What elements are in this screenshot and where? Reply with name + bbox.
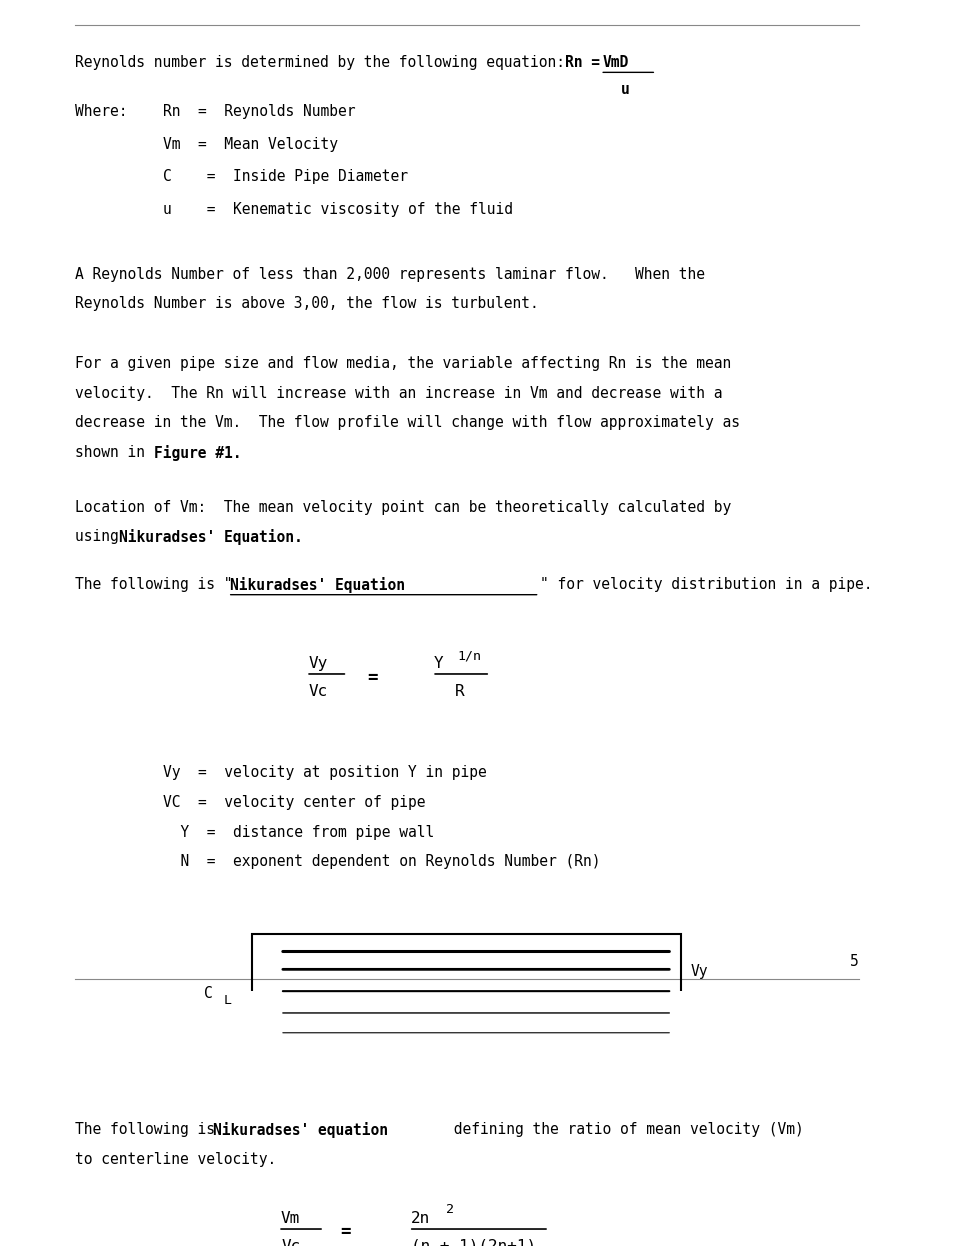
Text: Reynolds Number is above 3,00, the flow is turbulent.: Reynolds Number is above 3,00, the flow …: [74, 297, 537, 312]
Text: Figure #1.: Figure #1.: [153, 445, 241, 461]
Text: Vm  =  Mean Velocity: Vm = Mean Velocity: [163, 137, 338, 152]
Text: Vm: Vm: [280, 1211, 299, 1226]
Text: Nikuradses' equation: Nikuradses' equation: [213, 1121, 388, 1138]
Text: Vy: Vy: [308, 657, 327, 672]
Text: Vc: Vc: [309, 684, 328, 699]
Text: The following is ": The following is ": [74, 577, 232, 592]
Text: 2n: 2n: [411, 1211, 430, 1226]
Text: 2: 2: [446, 1204, 454, 1216]
Text: Vy  =  velocity at position Y in pipe: Vy = velocity at position Y in pipe: [163, 765, 487, 780]
Text: Location of Vm:  The mean velocity point can be theoretically calculated by: Location of Vm: The mean velocity point …: [74, 500, 730, 515]
Text: =: =: [340, 1224, 351, 1241]
Text: C    =  Inside Pipe Diameter: C = Inside Pipe Diameter: [163, 169, 408, 184]
Text: velocity.  The Rn will increase with an increase in Vm and decrease with a: velocity. The Rn will increase with an i…: [74, 385, 721, 400]
Text: Where:: Where:: [74, 105, 127, 120]
Text: Y: Y: [434, 657, 443, 672]
Text: N  =  exponent dependent on Reynolds Number (Rn): N = exponent dependent on Reynolds Numbe…: [163, 855, 600, 870]
Text: u    =  Kenematic viscosity of the fluid: u = Kenematic viscosity of the fluid: [163, 202, 513, 217]
Text: 5: 5: [849, 954, 858, 969]
Text: defining the ratio of mean velocity (Vm): defining the ratio of mean velocity (Vm): [445, 1121, 803, 1138]
Text: VmD: VmD: [601, 55, 628, 70]
Text: Vy: Vy: [690, 964, 707, 979]
Text: shown in: shown in: [74, 445, 153, 460]
Text: The following is: The following is: [74, 1121, 223, 1138]
Text: A Reynolds Number of less than 2,000 represents laminar flow.   When the: A Reynolds Number of less than 2,000 rep…: [74, 267, 704, 282]
Text: =: =: [367, 669, 377, 687]
Text: R: R: [455, 684, 464, 699]
Text: 1/n: 1/n: [456, 649, 481, 662]
Text: Rn  =  Reynolds Number: Rn = Reynolds Number: [163, 105, 355, 120]
Text: L: L: [224, 994, 232, 1007]
Text: (n + 1)(2n+1): (n + 1)(2n+1): [411, 1239, 536, 1246]
Text: decrease in the Vm.  The flow profile will change with flow approximately as: decrease in the Vm. The flow profile wil…: [74, 415, 739, 430]
Text: using: using: [74, 530, 127, 545]
Text: " for velocity distribution in a pipe.: " for velocity distribution in a pipe.: [539, 577, 871, 592]
Text: For a given pipe size and flow media, the variable affecting Rn is the mean: For a given pipe size and flow media, th…: [74, 356, 730, 371]
Text: Nikuradses' Equation: Nikuradses' Equation: [230, 577, 404, 593]
Text: Rn =: Rn =: [564, 55, 608, 70]
Text: to centerline velocity.: to centerline velocity.: [74, 1151, 275, 1166]
Text: u: u: [620, 82, 629, 97]
Text: Nikuradses' Equation.: Nikuradses' Equation.: [119, 530, 303, 546]
Text: Y  =  distance from pipe wall: Y = distance from pipe wall: [163, 825, 435, 840]
Text: Reynolds number is determined by the following equation:: Reynolds number is determined by the fol…: [74, 55, 581, 70]
Text: Vc: Vc: [282, 1239, 301, 1246]
Text: VC  =  velocity center of pipe: VC = velocity center of pipe: [163, 795, 425, 810]
Text: C: C: [203, 986, 212, 1002]
